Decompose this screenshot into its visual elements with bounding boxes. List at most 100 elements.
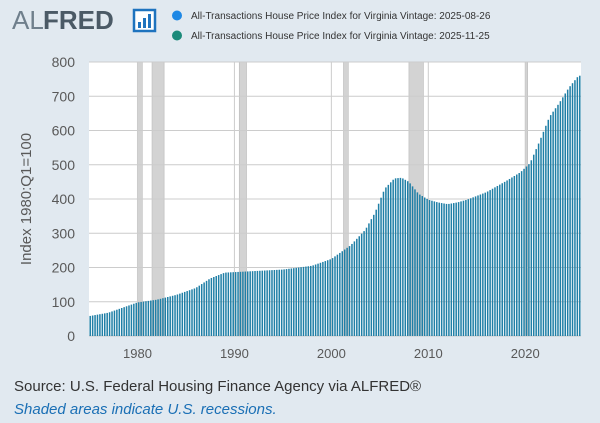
bar	[530, 160, 533, 336]
bar	[200, 284, 203, 336]
bar	[382, 191, 385, 336]
bar	[302, 266, 305, 336]
bar	[450, 203, 453, 336]
bar	[246, 271, 249, 336]
bar	[462, 200, 465, 336]
bar	[474, 196, 477, 336]
bar	[540, 137, 542, 336]
y-axis-ticks: 0 100 200 300 400 500 600 700 800	[52, 54, 76, 344]
bar	[373, 214, 375, 336]
bar	[537, 143, 540, 336]
bar	[465, 200, 467, 336]
bar	[380, 197, 382, 336]
bar	[99, 314, 101, 336]
bar	[242, 271, 244, 336]
y-tick-label: 400	[52, 191, 76, 207]
bar	[312, 265, 314, 336]
bar	[217, 275, 220, 336]
bar	[116, 309, 118, 336]
bar	[256, 270, 259, 336]
bar	[404, 179, 407, 336]
bar	[222, 273, 225, 336]
bar	[307, 266, 310, 336]
bar	[448, 203, 450, 336]
bar	[455, 202, 457, 336]
bar	[331, 258, 334, 336]
bar	[191, 289, 193, 336]
logo-al: AL	[12, 5, 44, 35]
bar	[125, 306, 128, 336]
alfred-logo[interactable]: AL FRED	[12, 5, 157, 35]
bar	[377, 203, 380, 336]
bar	[324, 261, 327, 336]
bar	[314, 264, 317, 336]
bar	[443, 203, 445, 336]
bar	[295, 267, 297, 336]
bar	[285, 269, 288, 336]
x-axis-ticks: 1980 1990 2000 2010 2020	[123, 346, 540, 361]
bar	[167, 296, 169, 336]
bar	[232, 272, 234, 336]
bar	[188, 290, 191, 336]
bar	[157, 299, 159, 336]
bar	[120, 308, 123, 336]
bar	[210, 277, 213, 336]
bar	[128, 305, 130, 336]
bar	[193, 288, 196, 336]
bar	[419, 194, 421, 336]
bar	[183, 291, 186, 336]
bar	[368, 223, 370, 336]
bar	[150, 300, 152, 336]
bar	[239, 271, 242, 336]
bar	[569, 86, 571, 337]
bar	[564, 93, 566, 336]
bar	[392, 179, 394, 336]
y-tick-label: 600	[52, 123, 76, 139]
x-tick-label: 1990	[220, 346, 249, 361]
bar	[438, 202, 440, 336]
bar	[423, 197, 426, 336]
bar	[421, 196, 424, 336]
bar	[271, 270, 273, 336]
bar	[394, 178, 397, 336]
bar	[399, 177, 402, 336]
bar	[445, 203, 448, 336]
bar	[353, 241, 356, 336]
bar	[562, 97, 564, 336]
bar	[234, 272, 237, 336]
bar	[370, 219, 373, 336]
bar	[220, 274, 222, 336]
bar	[230, 272, 232, 336]
bar	[261, 270, 264, 336]
bar	[397, 178, 399, 336]
bar	[89, 315, 91, 336]
bar	[571, 83, 574, 336]
bar	[254, 271, 256, 336]
bar	[365, 227, 368, 336]
bar	[179, 293, 181, 336]
recession-note[interactable]: Shaded areas indicate U.S. recessions.	[14, 401, 277, 418]
y-tick-label: 200	[52, 260, 76, 276]
bar	[319, 262, 322, 336]
bar	[145, 301, 147, 336]
bar	[428, 200, 431, 336]
bar	[469, 198, 472, 336]
bar	[472, 197, 474, 336]
bar	[523, 168, 525, 336]
bar	[482, 193, 484, 336]
bar	[559, 101, 562, 337]
bar	[290, 268, 293, 336]
bar	[486, 191, 489, 336]
x-tick-label: 2000	[317, 346, 346, 361]
bar	[101, 313, 104, 336]
bar	[436, 202, 438, 336]
bar	[518, 173, 520, 336]
bar	[152, 300, 154, 336]
bar	[360, 233, 363, 336]
bar	[501, 183, 503, 336]
bar	[491, 188, 494, 336]
bar	[176, 294, 179, 336]
bar	[453, 203, 455, 336]
bar	[113, 310, 116, 336]
